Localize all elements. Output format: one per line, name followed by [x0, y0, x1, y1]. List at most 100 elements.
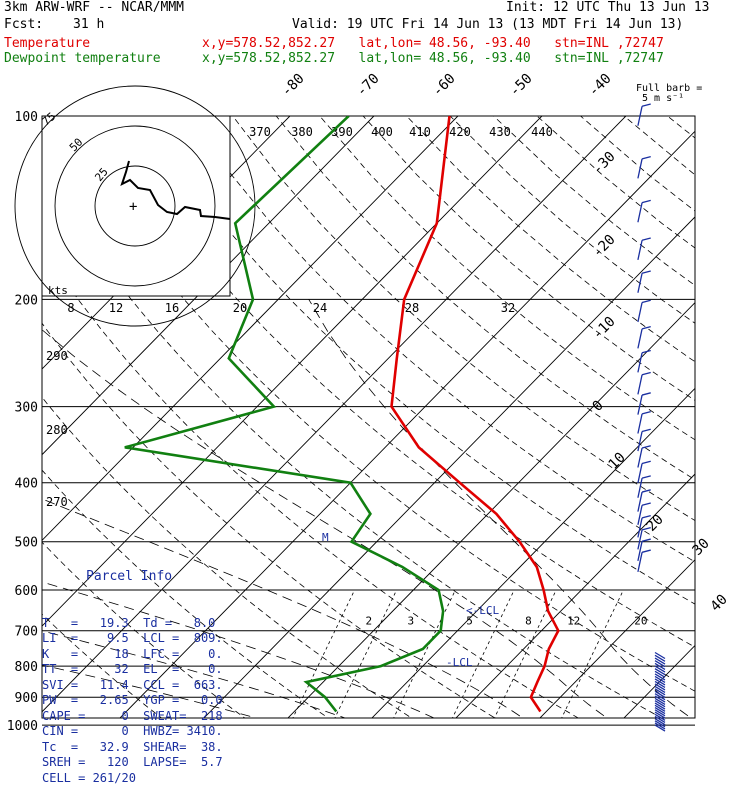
wind-barb — [638, 444, 651, 469]
pressure-label: 200 — [15, 293, 38, 308]
wind-barb-shaft — [638, 329, 642, 349]
hodograph-direction-label: 24 — [313, 301, 327, 315]
parcel-info-row: SREH = 120 LAPSE= 5.7 — [42, 755, 234, 771]
wind-barb — [638, 325, 651, 350]
mixing-ratio-line — [558, 590, 623, 725]
pressure-label: 600 — [15, 584, 38, 599]
wind-barb — [638, 236, 651, 261]
temperature-tick-label: -30 — [590, 149, 619, 178]
theta-label: 440 — [531, 125, 553, 139]
wind-barb-flag — [642, 391, 651, 397]
dry-adiabat — [624, 116, 740, 738]
hodograph-center: + — [129, 199, 137, 215]
wind-barb — [638, 199, 651, 224]
hodograph-direction-label: 16 — [165, 301, 179, 315]
isotherm-line — [352, 116, 740, 738]
wind-barb — [638, 371, 651, 396]
theta-label: 410 — [409, 125, 431, 139]
hodograph-units: kts — [48, 284, 68, 297]
theta-label: 420 — [449, 125, 471, 139]
dry-adiabat — [233, 116, 740, 738]
temperature-tick-label: -20 — [590, 232, 619, 261]
parcel-info-title: Parcel Info — [42, 569, 234, 585]
parcel-info-row: CIN = 0 HWBZ= 3410. — [42, 724, 234, 740]
wind-barb-shaft — [638, 302, 642, 322]
theta-side-label: 290 — [46, 349, 68, 363]
parcel-info-row: PW = 2.65 YGP = 0.0 — [42, 693, 234, 709]
pressure-label: 500 — [15, 536, 38, 551]
temperature-tick-label: 20 — [644, 512, 667, 535]
temperature-tick-label: 10 — [606, 450, 629, 473]
parcel-info-row: Tc = 32.9 SHEAR= 38. — [42, 740, 234, 756]
pressure-label: 1000 — [7, 719, 38, 734]
wind-barb-flag — [642, 155, 651, 161]
dry-adiabat — [537, 116, 740, 738]
dry-adiabat — [276, 116, 740, 738]
pressure-label: 800 — [15, 660, 38, 675]
isotherm-line — [436, 116, 740, 738]
wind-barb-shaft — [638, 240, 642, 260]
mixing-ratio-line — [289, 590, 354, 725]
pressure-label: 400 — [15, 477, 38, 492]
temperature-tick-label: -60 — [430, 71, 459, 100]
wind-barb-flag — [642, 371, 651, 377]
hodograph-direction-label: 28 — [405, 301, 419, 315]
wind-barb-shaft — [638, 273, 642, 293]
hodograph-direction-label: 20 — [233, 301, 247, 315]
wind-barb-shaft — [638, 414, 642, 434]
temperature-tick-label: -50 — [507, 71, 536, 100]
dry-adiabat — [494, 116, 740, 738]
pressure-label: 700 — [15, 625, 38, 640]
mixing-ratio-label: 2 — [365, 615, 372, 628]
dry-adiabat — [581, 116, 740, 738]
temperature-tick-label: -40 — [586, 71, 615, 100]
theta-label: 380 — [291, 125, 313, 139]
wind-barb-flag — [642, 488, 651, 494]
isotherm-line — [604, 116, 740, 738]
theta-label: 390 — [331, 125, 353, 139]
temperature-tick-label: -70 — [354, 71, 383, 100]
mixing-ratio-label: 3 — [407, 615, 414, 628]
wind-barb-shaft — [638, 395, 642, 415]
wind-barb — [638, 102, 651, 127]
parcel-info-row: CELL = 261/20 — [42, 771, 234, 787]
full-barb-legend: Full barb = 5 m s⁻¹ — [636, 84, 702, 104]
parcel-info-row: SVI = 11.4 CCL = 663. — [42, 678, 234, 694]
wind-barb-shaft — [638, 375, 642, 395]
theta-label: 430 — [489, 125, 511, 139]
theta-side-label: 270 — [46, 495, 68, 509]
parcel-info-row: T = 19.3 Td = 8.0 — [42, 616, 234, 632]
mixing-ratio-label: 20 — [634, 615, 647, 628]
parcel-info-row: LI = 9.5 LCL = 809. — [42, 631, 234, 647]
theta-label: 400 — [371, 125, 393, 139]
temperature-tick-label: -10 — [590, 314, 619, 343]
wind-barb — [638, 474, 651, 499]
wind-barb-flag — [642, 428, 651, 434]
isotherm-line — [688, 116, 740, 738]
pressure-label: 900 — [15, 691, 38, 706]
lfc-marker: M — [322, 531, 329, 544]
pressure-label: 100 — [15, 110, 38, 125]
dry-adiabat — [668, 116, 740, 738]
pressure-label: 300 — [15, 401, 38, 416]
mixing-ratio-label: 8 — [525, 615, 532, 628]
hodograph-direction-label: 12 — [109, 301, 123, 315]
lcl-marker: -LCL — [446, 656, 473, 669]
mixing-ratio-label: 12 — [567, 615, 580, 628]
temperature-tick-label: -80 — [279, 71, 308, 100]
hodograph-direction-label: 32 — [501, 301, 515, 315]
wind-barb — [638, 155, 651, 180]
theta-label: 370 — [249, 125, 271, 139]
mixing-ratio-line — [331, 590, 396, 725]
wind-barb-flag — [642, 236, 651, 242]
full-barb-value: 5 m s⁻¹ — [636, 94, 702, 104]
wind-barb-shaft — [638, 353, 642, 373]
wind-barb-flag — [642, 410, 651, 416]
wind-barb-flag — [642, 548, 651, 554]
parcel-info-row: K = 18 LFC = 0. — [42, 647, 234, 663]
theta-side-label: 280 — [46, 423, 68, 437]
temperature-tick-label: 30 — [690, 536, 713, 559]
wind-barb-flag — [642, 474, 651, 480]
wind-barb-flag — [642, 199, 651, 205]
